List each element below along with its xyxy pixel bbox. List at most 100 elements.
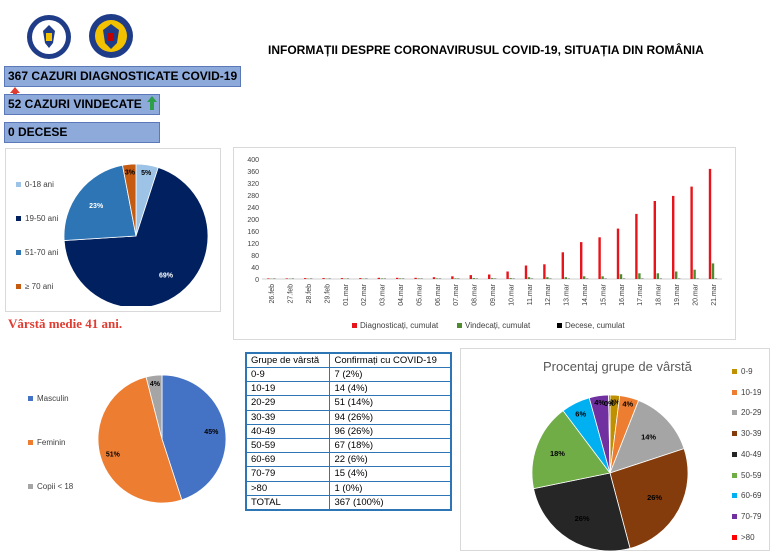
- legend-item: 50-59: [732, 471, 761, 480]
- legend-swatch: [732, 513, 737, 519]
- x-tick-label: 18.mar: [656, 283, 663, 305]
- table-header-row: Grupe de vârstă Confirmați cu COVID-19: [245, 352, 452, 368]
- table-cell: 15 (4%): [329, 466, 452, 482]
- cases-count: 367 CAZURI DIAGNOSTICATE COVID-19: [8, 69, 238, 83]
- legend-label: 30-39: [741, 429, 762, 439]
- bar: [583, 276, 586, 279]
- table-cell: 20-29: [245, 395, 331, 411]
- legend-label: 0-18 ani: [25, 180, 54, 189]
- age-mean-text: Vârstă medie 41 ani.: [8, 316, 123, 331]
- x-tick-label: 04.mar: [398, 283, 405, 305]
- y-tick-label: 120: [247, 241, 259, 248]
- age-groups-table: Grupe de vârstă Confirmați cu COVID-19 0-9…: [245, 352, 452, 511]
- bar: [561, 252, 564, 279]
- pie-slice-70-ani: [122, 163, 137, 237]
- x-tick-label: 20.mar: [692, 283, 699, 305]
- bar: [580, 242, 583, 279]
- x-tick-label: 27.feb: [288, 284, 295, 304]
- legend-label: ≥ 70 ani: [25, 282, 54, 291]
- bar: [616, 228, 620, 279]
- legend-swatch: [16, 250, 21, 255]
- legend-item: Feminin: [28, 438, 65, 447]
- age-bands-panel: 0-18 ani 19-50 ani 51-70 ani ≥ 70 ani 5% 69%…: [5, 148, 221, 312]
- pie-label: 51%: [106, 451, 121, 458]
- table-row: 20-29 51 (14%): [245, 395, 452, 411]
- legend-item: 19-50 ani: [16, 214, 58, 223]
- table-header-cell: Grupe de vârstă: [245, 352, 331, 368]
- legend-label: Decese, cumulat: [565, 321, 625, 330]
- pie-label: 3%: [125, 169, 136, 176]
- legend-label: >80: [741, 532, 755, 542]
- table-cell: 7 (2%): [329, 366, 452, 383]
- bar: [322, 278, 325, 279]
- legend-item: 70-79: [732, 512, 761, 521]
- bar: [690, 186, 693, 279]
- legend-label: 51-70 ani: [25, 248, 59, 257]
- bar: [267, 278, 270, 279]
- table-cell: 94 (26%): [329, 409, 452, 425]
- table-row: 30-39 94 (26%): [245, 409, 452, 425]
- pie-slice-40-49: [533, 472, 631, 551]
- bar: [399, 278, 402, 279]
- legend-label: 50-59: [741, 470, 762, 480]
- legend-label: 70-79: [741, 511, 762, 521]
- bar: [546, 277, 549, 279]
- x-tick-label: 17.mar: [637, 283, 644, 305]
- legend-label: 19-50 ani: [25, 214, 59, 223]
- y-tick-label: 400: [247, 157, 259, 164]
- pie-label: 18%: [550, 449, 565, 458]
- bar: [304, 278, 307, 279]
- pie-label: 23%: [89, 203, 104, 210]
- recovered-box: 52 CAZURI VINDECATE: [4, 94, 160, 115]
- x-tick-label: 16.mar: [619, 283, 626, 305]
- government-logo: [27, 15, 71, 59]
- x-tick-label: 12.mar: [545, 283, 552, 305]
- pie-slice-51-70-ani: [63, 164, 137, 241]
- y-tick-label: 160: [247, 229, 259, 236]
- legend-label: 0-9: [741, 367, 753, 376]
- deaths-box: 0 DECESE: [4, 122, 160, 143]
- x-tick-label: 21.mar: [711, 283, 718, 305]
- legend-item: 20-29: [732, 408, 761, 417]
- legend-label: 10-19: [741, 387, 762, 397]
- legend-swatch: [16, 216, 21, 221]
- ministry-logo: [89, 14, 133, 58]
- legend-item: Copii < 18: [28, 482, 73, 491]
- x-tick-label: 01.mar: [343, 283, 350, 305]
- legend-swatch: [732, 431, 737, 437]
- bar: [619, 274, 623, 279]
- legend-swatch: [732, 493, 737, 499]
- recovered-count: 52 CAZURI VINDECATE: [8, 97, 142, 111]
- legend-swatch: [732, 410, 737, 416]
- table-cell: 50-59: [245, 437, 331, 454]
- deaths-count: 0 DECESE: [8, 125, 68, 139]
- pie-label: 2%: [609, 397, 620, 406]
- legend-swatch: [28, 440, 33, 445]
- bar: [488, 274, 491, 279]
- legend-swatch: [732, 534, 737, 540]
- pie-label: 14%: [641, 433, 656, 442]
- bar: [693, 269, 696, 279]
- table-cell: 367 (100%): [329, 494, 452, 511]
- bar: [656, 273, 659, 279]
- bar: [432, 277, 436, 279]
- bar: [396, 277, 399, 279]
- x-tick-label: 05.mar: [416, 283, 423, 305]
- bar: [711, 263, 715, 279]
- daily-chart-panel: 0 40 80 120 160 200 240 280 320 360 400 26.feb 27.fe…: [233, 147, 736, 340]
- daily-bar-chart: 0 40 80 120 160 200 240 280 320 360 400 26.feb 27.fe…: [247, 157, 722, 330]
- table-row: >80 1 (0%): [245, 480, 452, 496]
- cases-box: 367 CAZURI DIAGNOSTICATE COVID-19: [4, 66, 241, 101]
- x-tick-label: 14.mar: [582, 283, 589, 305]
- table-cell: 51 (14%): [329, 395, 452, 411]
- legend-swatch: [16, 284, 21, 289]
- x-tick-label: 08.mar: [472, 283, 479, 305]
- bar: [469, 275, 472, 279]
- pie-label: 69%: [159, 273, 174, 280]
- bar: [472, 278, 475, 279]
- legend-swatch: [732, 451, 737, 457]
- y-tick-label: 360: [247, 169, 259, 176]
- pie-slice-19-50-ani: [63, 167, 209, 306]
- bar: [451, 276, 454, 279]
- table-header-cell: Confirmați cu COVID-19: [329, 352, 452, 368]
